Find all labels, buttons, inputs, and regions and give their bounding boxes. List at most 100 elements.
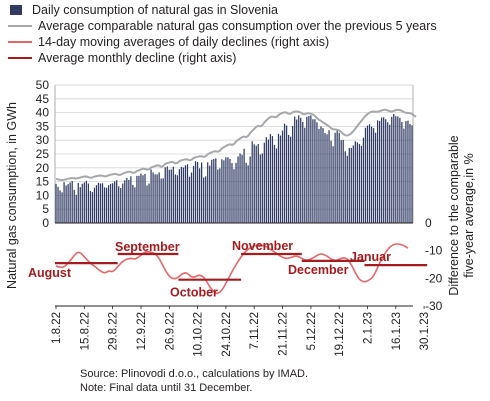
bar-day-111 bbox=[279, 135, 282, 223]
bar-day-52 bbox=[160, 178, 162, 223]
bar-day-66 bbox=[188, 176, 191, 223]
bar-day-123 bbox=[304, 127, 306, 223]
bar-day-14 bbox=[83, 182, 85, 223]
bar-day-136 bbox=[330, 140, 332, 223]
x-tick-label-12: 16.1.23 bbox=[391, 312, 403, 350]
bar-day-29 bbox=[114, 181, 116, 223]
bar-day-79 bbox=[215, 158, 217, 223]
bar-day-134 bbox=[326, 134, 328, 223]
bar-day-86 bbox=[229, 158, 231, 223]
y-tick-label-0: 0 bbox=[42, 216, 49, 230]
bar-day-43 bbox=[142, 175, 144, 223]
source-note: Source: Plinovodi d.o.o., calculations b… bbox=[80, 368, 309, 380]
x-tick-label-2: 29.8.22 bbox=[108, 312, 120, 350]
bar-day-120 bbox=[298, 115, 300, 223]
bar-day-101 bbox=[259, 154, 261, 223]
bar-day-98 bbox=[253, 144, 255, 223]
bar-day-110 bbox=[277, 133, 280, 223]
bar-day-102 bbox=[261, 153, 263, 223]
y-tick-label-5: 5 bbox=[42, 202, 49, 216]
legend-swatch-moving-average bbox=[8, 41, 32, 43]
bar-day-60 bbox=[176, 175, 178, 223]
bar-day-36 bbox=[128, 179, 130, 223]
bar-day-151 bbox=[360, 145, 363, 223]
bar-day-109 bbox=[275, 148, 278, 223]
bar-day-94 bbox=[245, 162, 247, 223]
bar-day-59 bbox=[174, 174, 176, 223]
bar-day-69 bbox=[194, 161, 197, 223]
y2-tick-label--30: -30 bbox=[425, 299, 443, 313]
x-tick-label-7: 7.11.22 bbox=[249, 312, 261, 350]
bar-day-96 bbox=[249, 156, 251, 223]
bar-day-170 bbox=[399, 117, 401, 223]
bar-day-138 bbox=[334, 132, 336, 223]
x-tick-label-9: 5.12.22 bbox=[306, 312, 318, 350]
y-tick-label-50: 50 bbox=[36, 78, 50, 92]
bar-day-9 bbox=[73, 189, 75, 223]
label-month-januar: Januar bbox=[350, 250, 391, 264]
bar-day-148 bbox=[354, 141, 356, 223]
bar-day-65 bbox=[186, 164, 189, 223]
bar-day-162 bbox=[383, 117, 385, 223]
bar-day-165 bbox=[389, 124, 391, 223]
bar-day-27 bbox=[109, 183, 112, 223]
bar-day-105 bbox=[267, 139, 270, 223]
bar-day-21 bbox=[97, 182, 100, 223]
y2-axis-title-line-1: five-year average,in % bbox=[462, 153, 476, 277]
y2-tick-label-0: 0 bbox=[425, 216, 432, 230]
bar-day-19 bbox=[93, 187, 96, 223]
bar-day-166 bbox=[391, 116, 393, 223]
bar-day-176 bbox=[411, 125, 413, 223]
bar-day-4 bbox=[63, 182, 65, 223]
bar-day-11 bbox=[77, 182, 79, 223]
bar-day-168 bbox=[395, 116, 397, 223]
bar-day-100 bbox=[257, 144, 259, 223]
bar-day-152 bbox=[362, 137, 365, 223]
bar-day-99 bbox=[255, 145, 257, 223]
y-tick-label-35: 35 bbox=[36, 119, 50, 133]
label-month-december: December bbox=[288, 263, 349, 277]
bar-day-155 bbox=[368, 124, 371, 223]
bar-day-8 bbox=[71, 181, 73, 223]
bar-day-83 bbox=[223, 160, 225, 223]
bar-day-125 bbox=[308, 115, 310, 223]
y2-tick-label--10: -10 bbox=[425, 244, 443, 258]
legend-label-moving-average: 14-day moving averages of daily declines… bbox=[38, 35, 330, 49]
bar-day-108 bbox=[273, 144, 276, 223]
bar-day-127 bbox=[312, 119, 314, 223]
bar-day-104 bbox=[265, 137, 267, 223]
bar-day-18 bbox=[91, 192, 94, 223]
legend-label-monthly-decline: Average monthly decline (right axis) bbox=[38, 51, 237, 65]
bar-day-113 bbox=[283, 123, 286, 223]
chart-bars bbox=[55, 113, 413, 223]
bar-day-89 bbox=[235, 162, 237, 223]
bar-day-171 bbox=[401, 121, 403, 223]
bar-day-140 bbox=[338, 132, 340, 223]
x-tick-label-13: 30.1.23 bbox=[419, 312, 431, 350]
bar-day-161 bbox=[381, 117, 383, 223]
bar-day-53 bbox=[162, 178, 164, 223]
bar-day-164 bbox=[387, 122, 389, 223]
bar-day-95 bbox=[247, 165, 249, 223]
bar-day-116 bbox=[290, 136, 292, 223]
bar-day-0 bbox=[55, 183, 57, 223]
bar-day-15 bbox=[85, 180, 87, 223]
bar-day-70 bbox=[196, 162, 199, 223]
bar-day-85 bbox=[227, 157, 229, 223]
y2-tick-label--20: -20 bbox=[425, 271, 443, 285]
bar-day-24 bbox=[103, 187, 106, 223]
bar-day-30 bbox=[116, 180, 118, 223]
bar-day-3 bbox=[61, 192, 63, 223]
x-tick-label-5: 10.10.22 bbox=[193, 312, 205, 357]
bar-day-78 bbox=[213, 158, 215, 223]
bar-day-58 bbox=[172, 166, 174, 223]
bar-day-124 bbox=[306, 116, 308, 223]
legend-item-daily-consumption: Daily consumption of natural gas in Slov… bbox=[8, 2, 437, 18]
bar-day-2 bbox=[59, 190, 61, 223]
bar-day-107 bbox=[271, 136, 274, 223]
bar-day-87 bbox=[231, 163, 233, 223]
bar-day-57 bbox=[170, 169, 172, 223]
bar-day-146 bbox=[350, 147, 352, 223]
bar-day-63 bbox=[182, 167, 185, 223]
